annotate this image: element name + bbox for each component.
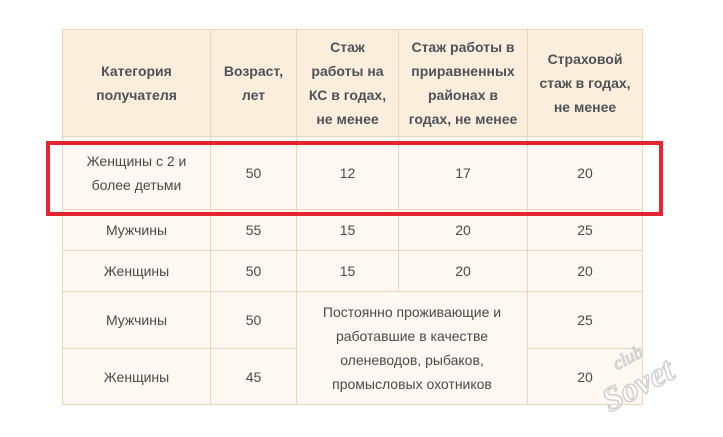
cell-insurance: 20 <box>527 250 643 292</box>
header-category: Категория получателя <box>62 29 211 137</box>
cell-age: 50 <box>210 136 297 210</box>
table-row: Женщины с 2 и более детьми 50 12 17 20 <box>62 136 643 210</box>
cell-equated: 17 <box>398 136 528 210</box>
header-ks-experience: Стаж работы на КС в годах, не менее <box>296 29 399 137</box>
cell-age: 50 <box>210 291 297 349</box>
table-row: Мужчины 55 15 20 25 <box>62 209 643 251</box>
cell-category: Женщины с 2 и более детьми <box>62 136 211 210</box>
cell-category: Женщины <box>62 250 211 292</box>
cell-merged-note: Постоянно проживающие и работавшие в кач… <box>296 291 528 405</box>
table-row: Мужчины 50 Постоянно проживающие и работ… <box>62 291 643 405</box>
header-insurance-experience: Страховой стаж в годах, не менее <box>527 29 643 137</box>
cell-ks: 12 <box>296 136 399 210</box>
table-row: Женщины 50 15 20 20 <box>62 250 643 292</box>
table-header-row: Категория получателя Возраст, лет Стаж р… <box>62 29 643 137</box>
cell-category: Мужчины <box>62 291 211 349</box>
pension-conditions-table: Категория получателя Возраст, лет Стаж р… <box>62 29 643 405</box>
cell-ks: 15 <box>296 209 399 251</box>
cell-insurance: 25 <box>527 291 643 349</box>
cell-insurance: 25 <box>527 209 643 251</box>
cell-ks: 15 <box>296 250 399 292</box>
cell-equated: 20 <box>398 209 528 251</box>
cell-age: 45 <box>210 348 297 405</box>
header-equated-experience: Стаж работы в приравненных районах в год… <box>398 29 528 137</box>
cell-insurance: 20 <box>527 348 643 405</box>
cell-category: Мужчины <box>62 209 211 251</box>
header-age: Возраст, лет <box>210 29 297 137</box>
cell-insurance: 20 <box>527 136 643 210</box>
table-row: Женщины 45 20 <box>62 348 643 405</box>
cell-age: 50 <box>210 250 297 292</box>
cell-equated: 20 <box>398 250 528 292</box>
cell-age: 55 <box>210 209 297 251</box>
cell-category: Женщины <box>62 348 211 405</box>
